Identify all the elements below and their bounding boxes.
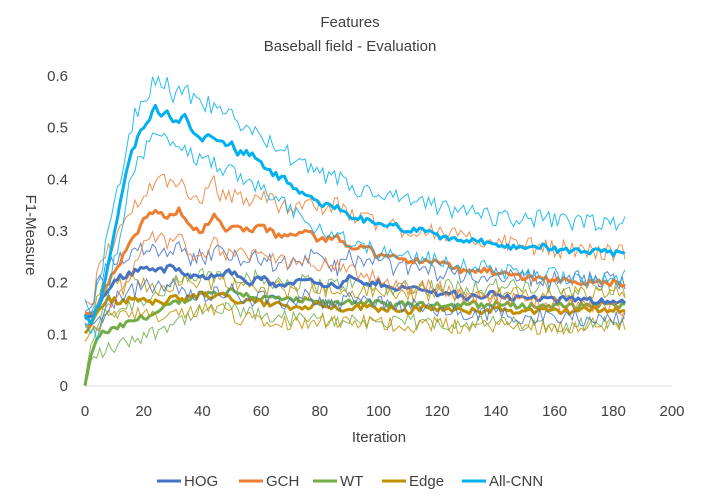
legend-label-all-cnn: All-CNN [489, 473, 543, 490]
series-upper-line-all-cnn [84, 75, 626, 316]
y-tick-label: 0.3 [47, 223, 68, 240]
x-tick-label: 60 [253, 403, 270, 420]
y-tick-label: 0.1 [47, 326, 68, 343]
x-tick-label: 160 [542, 403, 567, 420]
x-tick-label: 140 [483, 403, 508, 420]
y-tick-label: 0 [60, 378, 68, 395]
y-axis-label: F1-Measure [22, 195, 39, 276]
legend-label-edge: Edge [409, 473, 444, 490]
legend-label-gch: GCH [266, 473, 299, 490]
chart-subtitle: Baseball field - Evaluation [264, 38, 437, 55]
x-tick-label: 200 [659, 403, 684, 420]
legend-label-wt: WT [340, 473, 363, 490]
y-tick-label: 0.4 [47, 171, 68, 188]
series-line-hog [84, 263, 627, 321]
x-tick-label: 100 [366, 403, 391, 420]
legend: HOG GCH WT Edge All-CNN [157, 473, 543, 490]
legend-label-hog: HOG [184, 473, 218, 490]
series-line-wt [83, 287, 626, 386]
x-axis-label: Iteration [352, 429, 406, 446]
series-line-gch [84, 206, 626, 316]
y-tick-label: 0.6 [47, 68, 68, 85]
x-tick-label: 120 [425, 403, 450, 420]
series-line-edge [83, 291, 626, 335]
x-tick-label: 0 [81, 403, 89, 420]
x-tick-label: 40 [194, 403, 211, 420]
y-tick-label: 0.5 [47, 120, 68, 137]
series-lower-line-gch [84, 230, 626, 333]
series-lower-line-edge [84, 301, 626, 343]
series-lower-line-hog [84, 277, 626, 327]
series-upper-line-gch [84, 173, 626, 306]
series-upper-line-wt [84, 267, 626, 381]
x-tick-label: 80 [311, 403, 328, 420]
x-tick-label: 180 [601, 403, 626, 420]
series-lower-line-all-cnn [84, 132, 626, 341]
chart-title: Features [320, 14, 379, 31]
y-tick-label: 0.2 [47, 275, 68, 292]
series-line-all-cnn [83, 103, 626, 325]
x-tick-label: 20 [135, 403, 152, 420]
plot-area: 0 0.1 0.2 0.3 0.4 0.5 0.6 0 20 40 60 80 100 120 140 160… [47, 68, 684, 420]
